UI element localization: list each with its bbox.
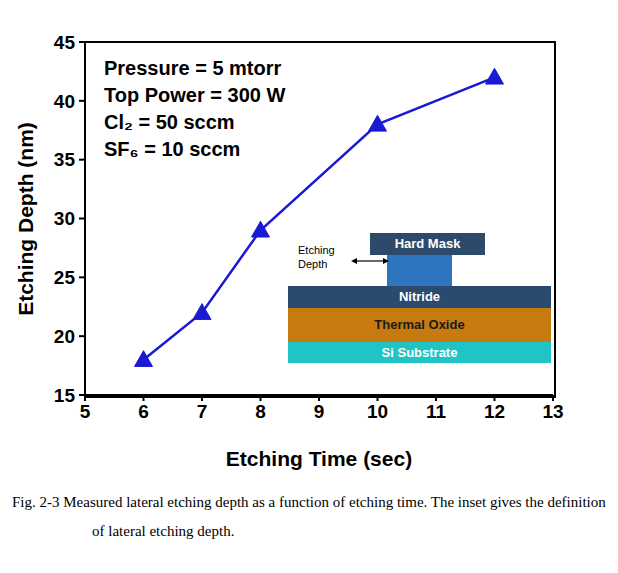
html-text:Si Substrate: Si Substrate — [381, 345, 458, 360]
html-text:Pressure = 5 mtorr: Pressure = 5 mtorr — [104, 57, 282, 79]
html-text:Etching: Etching — [298, 244, 335, 256]
html-text:Thermal Oxide: Thermal Oxide — [374, 317, 465, 332]
html-text:Fig. 2-3 Measured lateral etch: Fig. 2-3 Measured lateral etching depth … — [12, 494, 606, 539]
svg-text:9: 9 — [314, 401, 325, 422]
svg-text:15: 15 — [54, 385, 76, 406]
html-text:Cl₂ = 50 sccm: Cl₂ = 50 sccm — [104, 111, 235, 133]
html-text:Etching Depth (nm): Etching Depth (nm) — [14, 121, 37, 316]
svg-text:13: 13 — [542, 401, 563, 422]
svg-text:12: 12 — [484, 401, 505, 422]
svg-text:40: 40 — [54, 91, 75, 112]
svg-text:6: 6 — [138, 401, 149, 422]
html-text:Etching Time (sec): Etching Time (sec) — [225, 447, 413, 470]
html-text:Nitride: Nitride — [398, 289, 441, 304]
svg-text:30: 30 — [54, 208, 75, 229]
svg-text:5: 5 — [80, 401, 91, 422]
svg-text:10: 10 — [367, 401, 388, 422]
html-text:SF₆ = 10 sccm: SF₆ = 10 sccm — [104, 138, 241, 160]
html-text:Top Power = 300 W: Top Power = 300 W — [104, 84, 286, 106]
svg-text:25: 25 — [54, 267, 76, 288]
svg-text:20: 20 — [54, 326, 75, 347]
svg-text:8: 8 — [255, 401, 266, 422]
svg-text:7: 7 — [197, 401, 208, 422]
html-text:Hard Mask: Hard Mask — [394, 236, 461, 251]
svg-text:45: 45 — [54, 32, 76, 53]
svg-text:11: 11 — [426, 401, 447, 422]
html-text:Depth: Depth — [298, 258, 328, 270]
svg-text:35: 35 — [54, 149, 76, 170]
